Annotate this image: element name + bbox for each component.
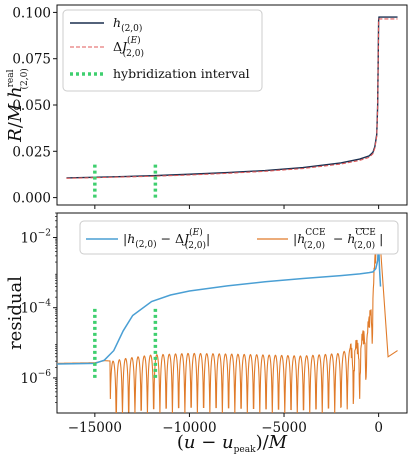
bottom-ytick-label: 10−2 <box>21 229 51 247</box>
bottom-xtick-label: −10000 <box>162 420 216 436</box>
bottom-legend-box <box>79 220 399 255</box>
top-legend: h(2,0)ΔJ(E) (2,0)hybridization interval <box>62 9 263 92</box>
top-series-deltaJ <box>66 18 398 179</box>
legend-label-cce: |hCCE (2,0) − hCCE (2,0) | <box>293 228 383 251</box>
top-legend-box <box>62 9 263 92</box>
top-ytick-label: 0.000 <box>12 191 51 207</box>
top-ytick-label: 0.100 <box>12 5 51 21</box>
bottom-xtick-label: −5000 <box>261 420 307 436</box>
top-ytick-label: 0.050 <box>12 98 51 114</box>
legend-label-hybridization: hybridization interval <box>113 66 250 81</box>
bottom-xlabel: (u − upeak)/M <box>177 432 288 455</box>
bottom-ylabel: residual <box>5 276 26 350</box>
bottom-xtick-label: −15000 <box>68 420 122 436</box>
top-series-h20 <box>66 16 398 179</box>
bottom-series-residual <box>57 240 382 365</box>
top-ytick-label: 0.075 <box>12 52 51 68</box>
legend-label-h20: h(2,0) <box>113 15 142 34</box>
bottom-series-cce <box>57 231 398 413</box>
bottom-xtick-label: 0 <box>374 420 383 436</box>
bottom-legend: |h(2,0) − ΔJ(E) (2,0)| |hCCE (2,0) − hCCE (2… <box>79 220 399 255</box>
top-ytick-label: 0.025 <box>12 144 51 160</box>
bottom-ytick-label: 10−6 <box>21 369 52 387</box>
bottom-panel: 10−610−410−2−15000 −10000 −5000 0residual(u… <box>5 212 408 455</box>
